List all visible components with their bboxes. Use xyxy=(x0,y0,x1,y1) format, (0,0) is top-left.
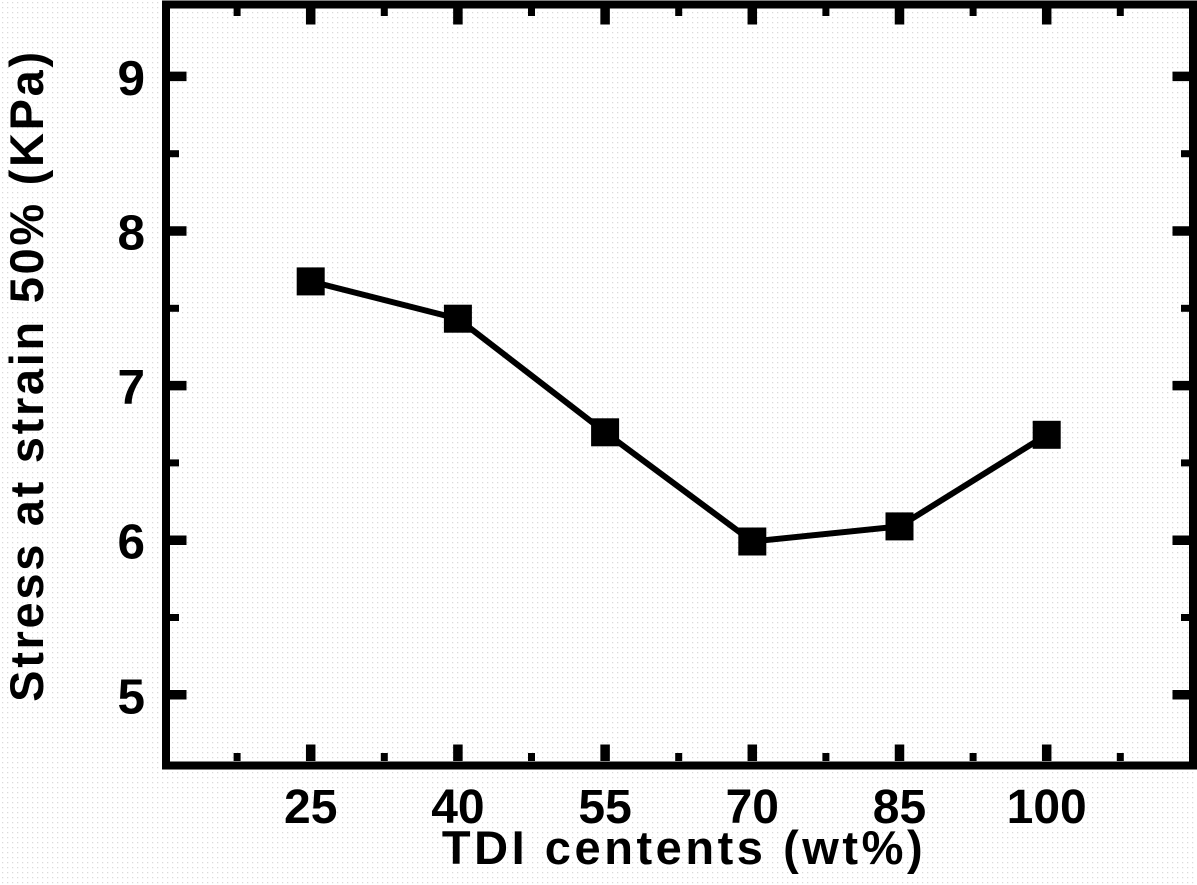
svg-text:70: 70 xyxy=(726,781,779,834)
svg-text:100: 100 xyxy=(1007,781,1087,834)
svg-text:9: 9 xyxy=(117,51,145,106)
svg-text:Stress at strain 50% (KPa): Stress at strain 50% (KPa) xyxy=(0,49,53,702)
svg-text:85: 85 xyxy=(873,781,926,834)
svg-text:TDI centents (wt%): TDI centents (wt%) xyxy=(442,821,926,874)
svg-text:7: 7 xyxy=(117,360,145,415)
svg-text:40: 40 xyxy=(431,781,484,834)
svg-text:55: 55 xyxy=(578,781,631,834)
svg-text:6: 6 xyxy=(117,515,145,570)
svg-text:8: 8 xyxy=(117,206,145,261)
svg-text:25: 25 xyxy=(284,781,337,834)
svg-text:5: 5 xyxy=(117,669,145,724)
